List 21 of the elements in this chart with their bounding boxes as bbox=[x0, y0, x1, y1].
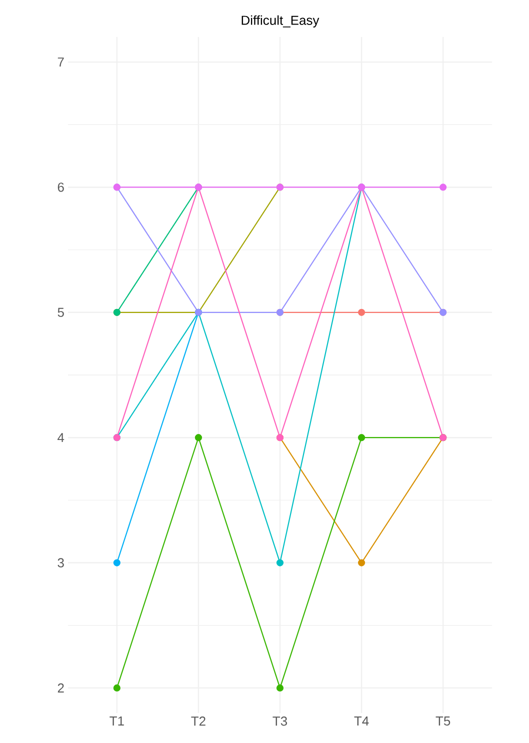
y-tick-label: 2 bbox=[58, 683, 64, 692]
point bbox=[113, 559, 120, 566]
point bbox=[276, 684, 284, 692]
y-tick-label: 5 bbox=[58, 308, 64, 317]
point bbox=[440, 184, 447, 191]
x-tick-label: T3 bbox=[272, 716, 288, 726]
point bbox=[276, 559, 284, 566]
y-tick-label: 3 bbox=[58, 558, 64, 568]
point bbox=[358, 308, 366, 316]
y-tick-label: 7 bbox=[58, 58, 64, 67]
point bbox=[113, 684, 120, 692]
x-tick-label: T1 bbox=[110, 716, 124, 726]
y-tick-label: 6 bbox=[58, 182, 64, 192]
x-tick-label: T4 bbox=[354, 716, 369, 726]
y-tick-label: 4 bbox=[58, 433, 64, 442]
point bbox=[358, 434, 366, 442]
x-tick-label: T5 bbox=[436, 716, 450, 726]
chart-title: Difficult_Easy bbox=[242, 15, 320, 28]
point bbox=[358, 559, 366, 566]
point bbox=[194, 434, 202, 442]
x-tick-label: T2 bbox=[191, 716, 206, 726]
